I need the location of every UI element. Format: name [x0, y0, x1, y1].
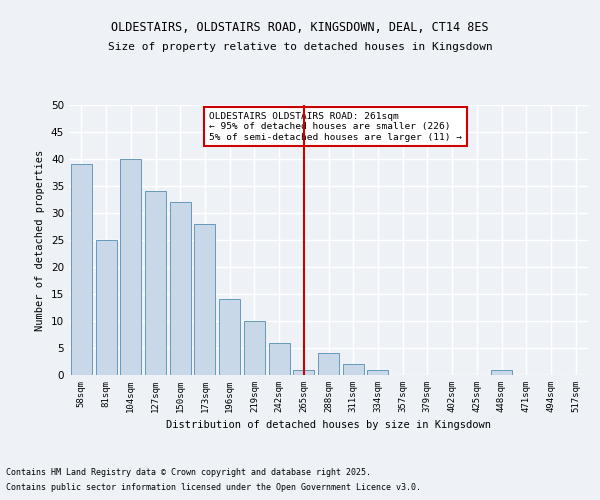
X-axis label: Distribution of detached houses by size in Kingsdown: Distribution of detached houses by size … [166, 420, 491, 430]
Bar [318, 354, 339, 375]
Bar [244, 321, 265, 375]
Bar [293, 370, 314, 375]
Text: Contains HM Land Registry data © Crown copyright and database right 2025.: Contains HM Land Registry data © Crown c… [6, 468, 371, 477]
Text: OLDESTAIRS OLDSTAIRS ROAD: 261sqm
← 95% of detached houses are smaller (226)
5% : OLDESTAIRS OLDSTAIRS ROAD: 261sqm ← 95% … [209, 112, 462, 142]
Bar [145, 192, 166, 375]
Bar [367, 370, 388, 375]
Bar [194, 224, 215, 375]
Y-axis label: Number of detached properties: Number of detached properties [35, 150, 46, 330]
Text: Contains public sector information licensed under the Open Government Licence v3: Contains public sector information licen… [6, 483, 421, 492]
Bar [219, 300, 240, 375]
Bar [95, 240, 116, 375]
Bar [491, 370, 512, 375]
Bar [71, 164, 92, 375]
Bar [120, 159, 141, 375]
Bar [343, 364, 364, 375]
Bar [269, 342, 290, 375]
Text: OLDESTAIRS, OLDSTAIRS ROAD, KINGSDOWN, DEAL, CT14 8ES: OLDESTAIRS, OLDSTAIRS ROAD, KINGSDOWN, D… [111, 21, 489, 34]
Text: Size of property relative to detached houses in Kingsdown: Size of property relative to detached ho… [107, 42, 493, 52]
Bar [170, 202, 191, 375]
